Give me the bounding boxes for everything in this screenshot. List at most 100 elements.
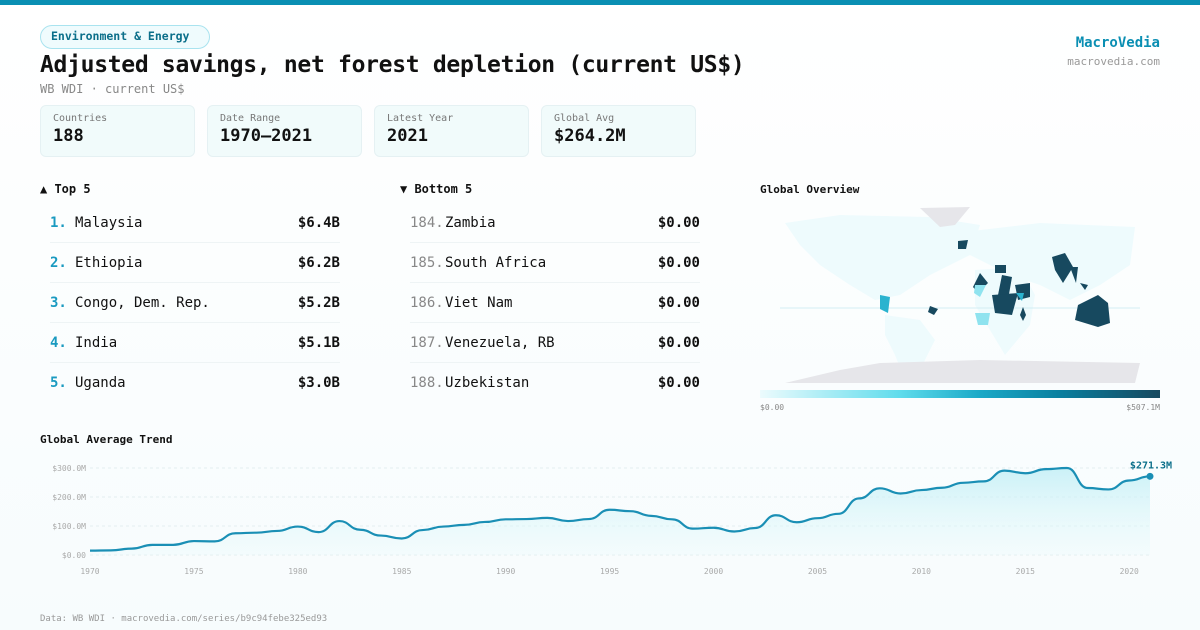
country-shape	[975, 313, 990, 325]
stat-value: $264.2M	[554, 126, 626, 146]
country-value: $0.00	[657, 375, 700, 391]
stat-card-latest-year: Latest Year 2021	[374, 105, 529, 157]
country-name: Viet Nam	[445, 294, 513, 311]
stat-card-date-range: Date Range 1970–2021	[207, 105, 362, 157]
rank: 187.	[410, 334, 444, 351]
rank: 5.	[50, 375, 67, 391]
top-5-heading: ▲ Top 5	[40, 182, 91, 196]
stat-card-countries: Countries 188	[40, 105, 195, 157]
country-shape	[992, 293, 1018, 315]
rank: 185.	[410, 254, 444, 271]
country-value: $6.2B	[297, 254, 340, 271]
country-name: Uzbekistan	[445, 375, 530, 391]
stat-value: 188	[53, 126, 84, 146]
x-tick-label: 2000	[704, 567, 723, 576]
stat-value: 1970–2021	[220, 126, 313, 146]
last-value-label: $271.3M	[1130, 460, 1172, 471]
north-america	[785, 215, 980, 300]
rank: 188.	[410, 375, 444, 391]
x-tick-label: 1985	[392, 567, 411, 576]
list-item[interactable]: 3. Congo, Dem. Rep. $5.2B	[50, 283, 340, 323]
stat-label: Global Avg	[554, 113, 615, 124]
rank: 1.	[50, 214, 67, 231]
bottom-5-heading: ▼ Bottom 5	[400, 182, 473, 196]
rank: 184.	[410, 214, 444, 231]
stat-label: Latest Year	[387, 113, 454, 124]
list-item[interactable]: 1. Malaysia $6.4B	[50, 203, 340, 243]
top-5-list: 1. Malaysia $6.4B 2. Ethiopia $6.2B 3. Congo,…	[40, 203, 340, 403]
country-value: $5.1B	[297, 334, 340, 351]
brand-url[interactable]: macrovedia.com	[1067, 55, 1160, 68]
country-name: Uganda	[75, 375, 126, 391]
x-tick-label: 1990	[496, 567, 515, 576]
data-point	[1146, 472, 1154, 480]
page-title: Adjusted savings, net forest depletion (…	[40, 52, 745, 78]
rank: 2.	[50, 254, 67, 271]
footer-source: Data: WB WDI · macrovedia.com/series/b9c…	[40, 614, 328, 624]
list-item[interactable]: 188. Uzbekistan $0.00	[410, 363, 700, 403]
x-tick-label: 1995	[600, 567, 619, 576]
category-badge[interactable]: Environment & Energy	[40, 25, 210, 49]
x-tick-label: 1975	[184, 567, 203, 576]
stat-label: Countries	[53, 113, 108, 124]
country-shape	[1020, 307, 1026, 321]
stat-label: Date Range	[220, 113, 281, 124]
list-item[interactable]: 5. Uganda $3.0B	[50, 363, 340, 403]
country-value: $6.4B	[297, 214, 340, 231]
mid-value-countries	[880, 285, 1024, 325]
country-shape	[928, 306, 938, 315]
chart-title: Global Average Trend	[40, 433, 173, 446]
country-value: $0.00	[657, 294, 700, 311]
country-value: $0.00	[657, 334, 700, 351]
x-tick-label: 1980	[288, 567, 307, 576]
country-value: $5.2B	[297, 294, 340, 311]
world-map[interactable]	[780, 205, 1140, 383]
y-tick-label: $300.0M	[52, 464, 86, 473]
x-tick-label: 2020	[1120, 567, 1139, 576]
greenland	[920, 207, 970, 227]
top-accent-bar	[0, 0, 1200, 5]
map-heading: Global Overview	[760, 183, 860, 196]
malaysia	[1080, 283, 1088, 290]
legend-max: $507.1M	[1126, 403, 1160, 412]
x-tick-label: 2005	[808, 567, 827, 576]
country-shape	[958, 240, 968, 249]
list-item[interactable]: 2. Ethiopia $6.2B	[50, 243, 340, 283]
list-item[interactable]: 4. India $5.1B	[50, 323, 340, 363]
country-shape	[974, 285, 986, 297]
country-name: Zambia	[445, 214, 496, 231]
land-low	[785, 215, 1135, 380]
country-shape	[1070, 267, 1078, 283]
country-shape	[995, 265, 1006, 273]
country-name: Venezuela, RB	[445, 334, 555, 351]
y-tick-label: $100.0M	[52, 522, 86, 531]
stat-card-global-avg: Global Avg $264.2M	[541, 105, 696, 157]
india	[1052, 253, 1073, 283]
country-name: India	[75, 334, 118, 351]
country-shape	[1016, 293, 1024, 301]
trend-chart[interactable]: $0.00 $100.0M $200.0M $300.0M 1970 1975 1980 19…	[0, 450, 1200, 585]
list-item[interactable]: 186. Viet Nam $0.00	[410, 283, 700, 323]
list-item[interactable]: 184. Zambia $0.00	[410, 203, 700, 243]
brand-logo[interactable]: MacroVedia	[1075, 35, 1160, 51]
page-subtitle: WB WDI · current US$	[40, 82, 185, 96]
country-value: $0.00	[657, 214, 700, 231]
color-scale-legend	[760, 390, 1160, 398]
rank: 186.	[410, 294, 444, 311]
list-item[interactable]: 185. South Africa $0.00	[410, 243, 700, 283]
country-name: Ethiopia	[75, 254, 143, 271]
country-name: Malaysia	[75, 214, 143, 231]
country-shape	[880, 295, 890, 313]
stat-value: 2021	[387, 126, 428, 146]
y-tick-label: $200.0M	[52, 493, 86, 502]
x-tick-label: 2015	[1016, 567, 1035, 576]
x-tick-label: 2010	[912, 567, 931, 576]
trend-line	[89, 466, 1151, 552]
bottom-5-list: 184. Zambia $0.00 185. South Africa $0.00 18…	[400, 203, 700, 403]
country-name: Congo, Dem. Rep.	[75, 294, 210, 311]
legend-min: $0.00	[760, 403, 785, 412]
country-value: $0.00	[657, 254, 700, 271]
x-tick-label: 1970	[80, 567, 99, 576]
list-item[interactable]: 187. Venezuela, RB $0.00	[410, 323, 700, 363]
australia	[1075, 295, 1110, 327]
